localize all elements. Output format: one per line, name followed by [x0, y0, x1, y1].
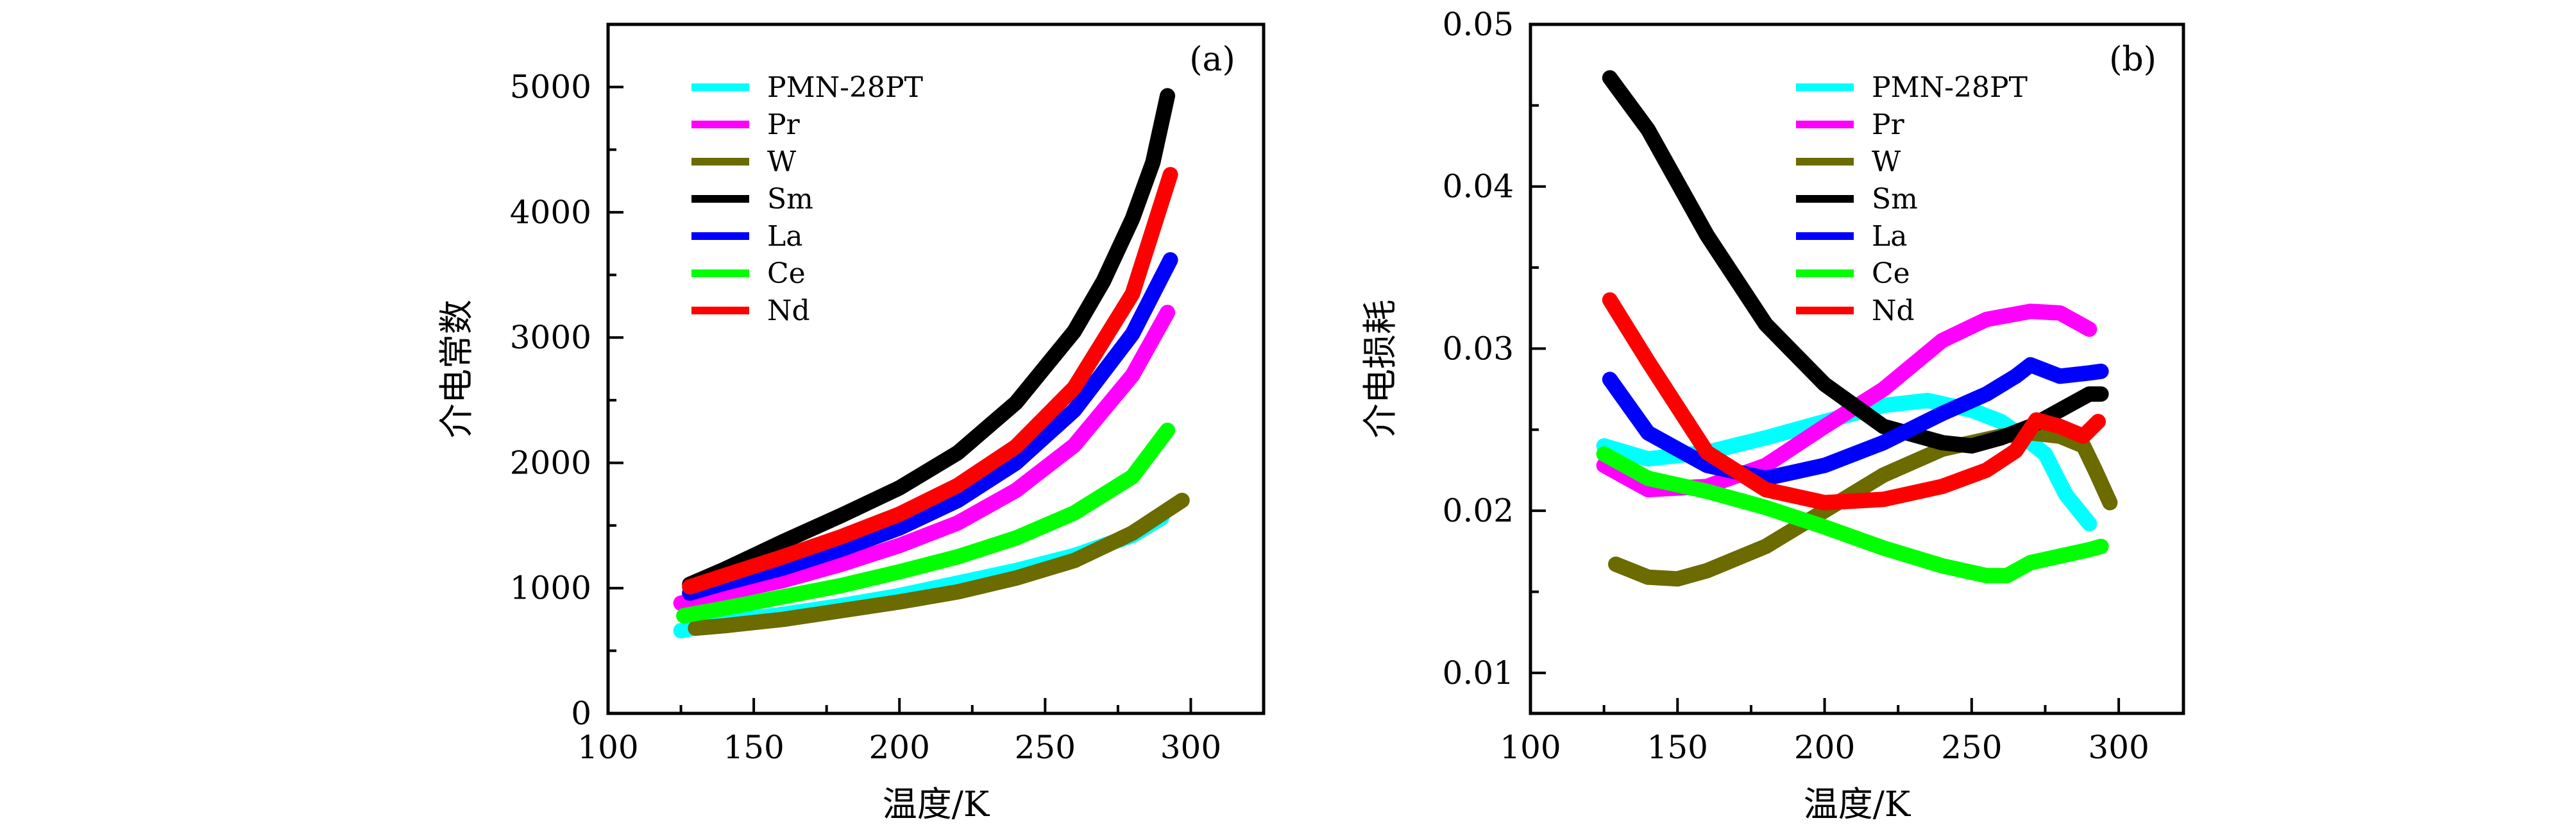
legend-label-ce: Ce — [1872, 257, 1910, 290]
chart-panel-a: 100 150 200 250 300010002000300040005000温度/K… — [436, 22, 1266, 824]
legend-label-w: W — [1872, 146, 1901, 178]
legend-label-pr: Pr — [1872, 108, 1905, 141]
series-line-nd — [1602, 292, 2106, 511]
panel-label: (a) — [1189, 40, 1235, 79]
legend-label-sm: Sm — [767, 183, 813, 216]
y-tick-label: 0.01 — [1443, 654, 1514, 692]
series-line-la — [682, 252, 1178, 601]
chart-panel-b: 100 150 200 250 300 0.01 0.02 0.03 0.04 0.05 温度/K 介… — [1360, 6, 2185, 824]
y-tick-label: 0.04 — [1443, 168, 1514, 205]
x-tick-label: 250 — [1941, 729, 2002, 766]
series-line-ce — [676, 422, 1176, 624]
legend-label-w: W — [767, 146, 797, 178]
legend: PMN-28PT Pr W Sm La Ce Nd — [1796, 71, 2028, 327]
panel-label: (b) — [2109, 40, 2157, 79]
legend: PMN-28PT Pr W Sm La Ce Nd — [691, 71, 923, 327]
x-axis-title: 温度/K — [883, 784, 990, 824]
y-axis-title: 介电损耗 — [1360, 300, 1400, 438]
legend-label-la: La — [767, 220, 802, 253]
plot-frame — [1529, 22, 2185, 715]
y-axis-title: 介电常数 — [436, 300, 477, 438]
series-line-sm — [1602, 70, 2109, 454]
series-line-w — [1608, 425, 2118, 587]
y-tick-label: 1000 — [510, 570, 591, 607]
legend-label-la: La — [1872, 220, 1907, 253]
x-tick-label: 300 — [2088, 729, 2149, 766]
legend-label-pmn-28pt: PMN-28PT — [1872, 71, 2028, 104]
x-tick-label: 100 — [577, 729, 638, 766]
series-line-sm — [682, 88, 1176, 592]
x-tick-label: 150 — [723, 729, 784, 766]
legend-label-nd: Nd — [767, 294, 810, 327]
y-tick-label: 3000 — [510, 319, 591, 356]
series-line-w — [688, 493, 1190, 636]
x-tick-label: 200 — [1794, 729, 1855, 766]
x-tick-label: 300 — [1160, 729, 1221, 766]
series-line-pr — [673, 305, 1176, 611]
x-tick-label: 100 — [1500, 729, 1561, 766]
y-tick-label: 0.03 — [1443, 330, 1514, 367]
legend-label-pmn-28pt: PMN-28PT — [767, 71, 923, 104]
y-tick-label: 0 — [571, 695, 591, 732]
y-tick-label: 2000 — [510, 444, 591, 481]
x-axis-title: 温度/K — [1804, 784, 1911, 824]
x-tick-label: 200 — [869, 729, 930, 766]
x-tick-label: 150 — [1647, 729, 1708, 766]
y-tick-label: 0.02 — [1443, 492, 1514, 529]
series-line-la — [1602, 357, 2109, 486]
legend-label-nd: Nd — [1872, 294, 1915, 327]
series-line-nd — [682, 167, 1178, 595]
legend-label-pr: Pr — [767, 108, 801, 141]
legend-label-sm: Sm — [1872, 183, 1918, 216]
y-tick-label: 5000 — [510, 69, 591, 106]
plot-frame — [606, 22, 1266, 715]
y-tick-label: 4000 — [510, 194, 591, 231]
legend-label-ce: Ce — [767, 257, 806, 290]
y-tick-label: 0.05 — [1443, 6, 1514, 43]
x-tick-label: 250 — [1015, 729, 1076, 766]
series-line-ce — [1596, 446, 2109, 584]
